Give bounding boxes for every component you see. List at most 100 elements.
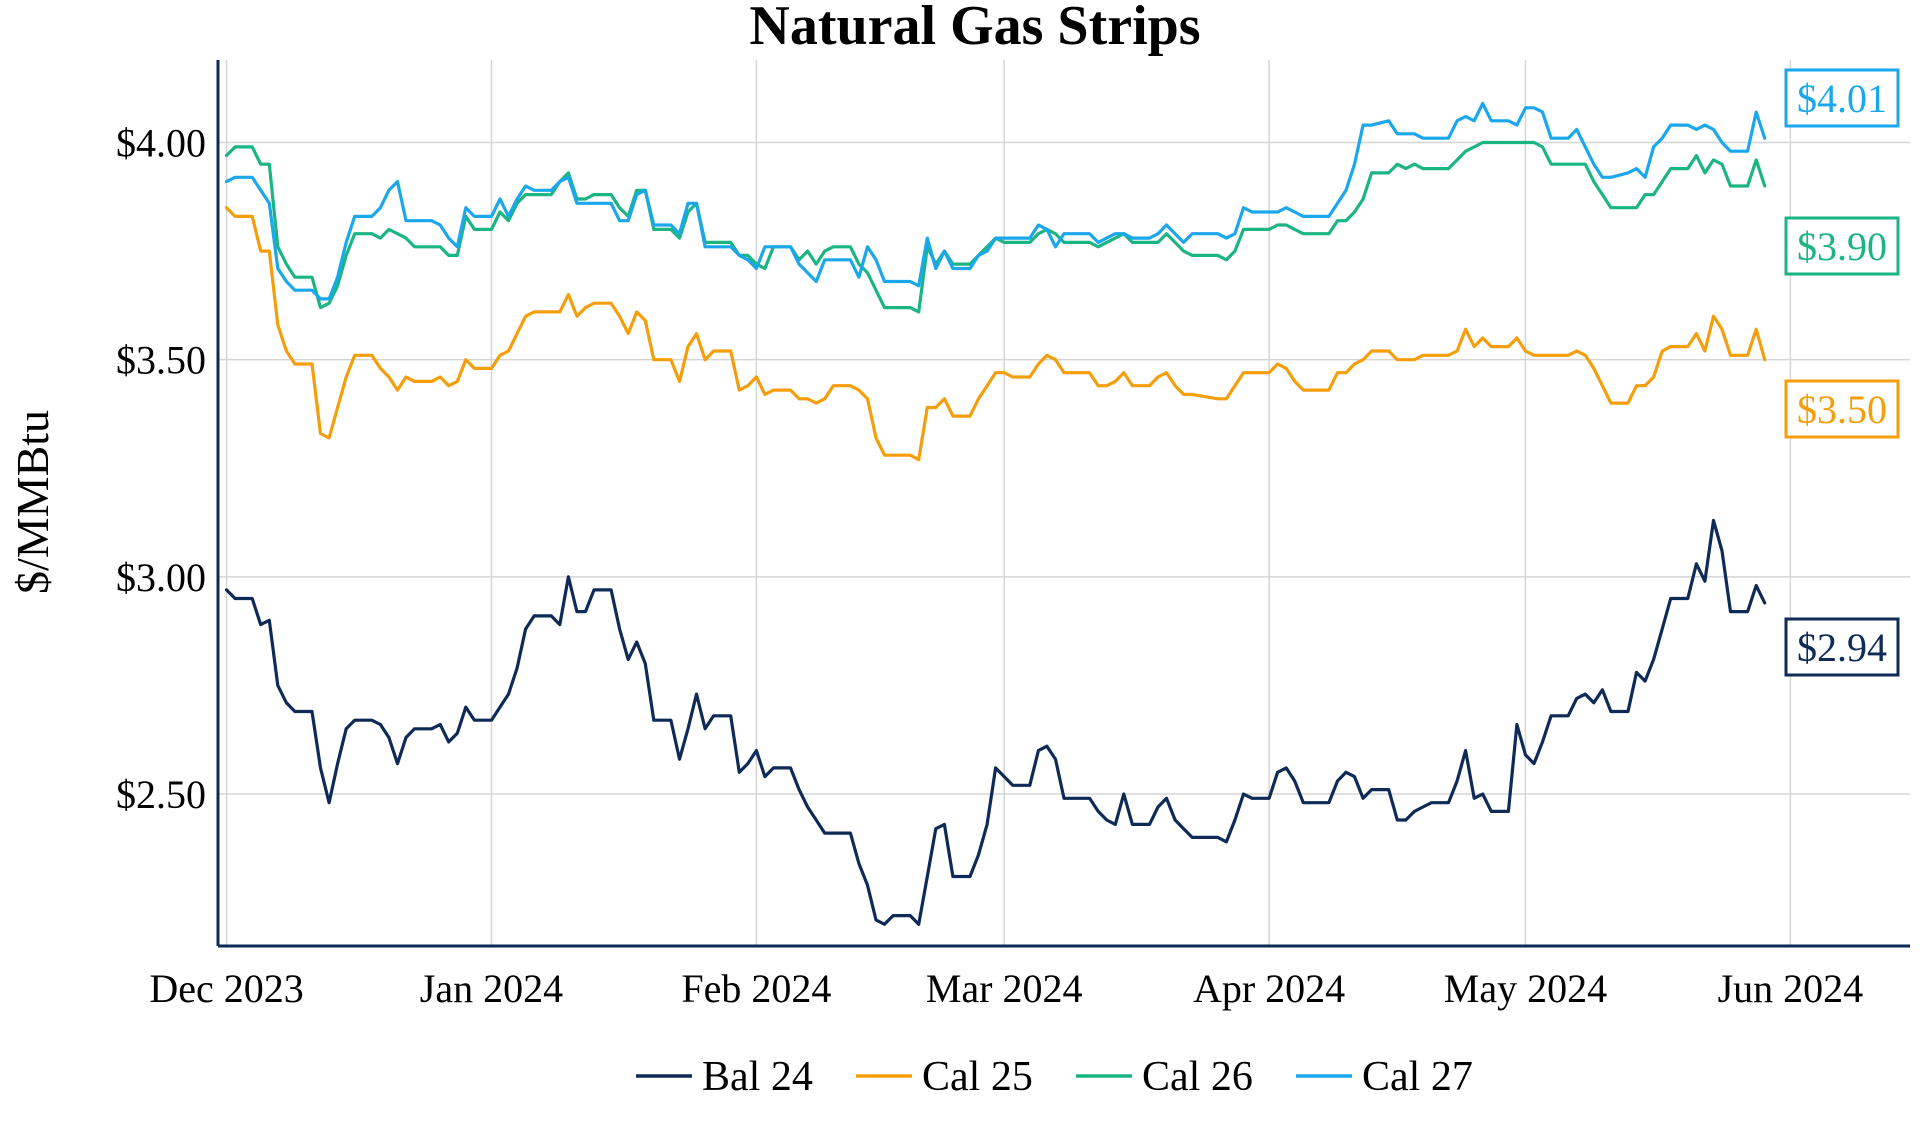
data-point	[1704, 172, 1706, 174]
data-point	[1157, 806, 1159, 808]
data-point	[516, 333, 518, 335]
data-point	[892, 307, 894, 309]
data-point	[1729, 150, 1732, 152]
data-point	[1490, 120, 1492, 122]
data-point	[1089, 797, 1091, 799]
x-tick-label: Dec 2023	[149, 966, 303, 1011]
data-point	[1533, 141, 1535, 144]
data-point	[1704, 124, 1706, 126]
data-point	[1097, 241, 1099, 243]
data-point	[268, 163, 270, 165]
data-point	[1294, 211, 1296, 213]
data-point	[610, 589, 612, 591]
data-point	[849, 385, 852, 387]
series-points-cal-25	[225, 207, 1766, 461]
data-point	[1447, 168, 1450, 170]
data-point	[1336, 780, 1339, 782]
data-point	[328, 302, 330, 304]
data-point	[1285, 207, 1287, 209]
y-tick-label: $2.50	[116, 772, 206, 817]
data-point	[431, 246, 433, 248]
data-point	[1089, 233, 1091, 235]
data-point	[413, 728, 416, 730]
data-point	[499, 198, 501, 200]
data-point	[849, 246, 852, 248]
data-point	[1635, 168, 1638, 170]
data-point	[294, 363, 296, 365]
data-point	[1567, 354, 1569, 356]
data-point	[1217, 233, 1219, 235]
data-point	[550, 311, 552, 313]
end-label-cal-27: $4.01	[1797, 76, 1887, 121]
data-point	[251, 146, 253, 148]
data-point	[1541, 146, 1544, 148]
data-point	[1063, 372, 1065, 374]
data-point	[1268, 228, 1270, 230]
data-point	[251, 215, 253, 217]
data-point	[1217, 836, 1219, 839]
data-point	[413, 380, 416, 382]
data-point	[268, 202, 270, 204]
data-point	[1747, 150, 1749, 152]
data-point	[1764, 359, 1766, 361]
data-point	[636, 194, 638, 196]
data-point	[1653, 194, 1655, 196]
data-point	[448, 237, 450, 239]
data-point	[1490, 810, 1492, 813]
data-point	[1712, 159, 1715, 161]
data-point	[1251, 211, 1253, 213]
data-point	[1524, 141, 1527, 144]
data-point	[234, 215, 236, 217]
data-point	[747, 254, 749, 256]
data-point	[1037, 363, 1039, 365]
data-point	[1610, 176, 1612, 178]
data-point	[431, 728, 433, 730]
data-point	[1661, 350, 1663, 352]
data-point	[695, 202, 698, 204]
data-point	[764, 776, 766, 778]
data-point	[704, 359, 706, 361]
data-point	[918, 459, 920, 461]
data-point	[1362, 797, 1364, 799]
data-point	[345, 376, 347, 378]
data-point	[1610, 710, 1612, 713]
data-point	[1422, 168, 1424, 170]
legend-label-cal-26: Cal 26	[1142, 1054, 1253, 1100]
data-point	[1584, 693, 1586, 695]
series-points-cal-27	[225, 102, 1766, 300]
data-point	[1644, 194, 1646, 196]
data-point	[413, 246, 416, 248]
data-point	[1277, 211, 1279, 213]
x-tick-label: May 2024	[1444, 966, 1607, 1011]
data-point	[1627, 207, 1629, 209]
data-point	[1336, 220, 1339, 222]
data-point	[892, 915, 894, 917]
data-point	[371, 233, 373, 235]
data-point	[593, 194, 595, 196]
data-point	[1302, 802, 1304, 804]
data-point	[379, 237, 381, 239]
data-point	[1148, 823, 1151, 826]
data-point	[1687, 124, 1689, 126]
data-point	[1593, 367, 1595, 369]
data-point	[285, 350, 287, 352]
data-point	[619, 207, 621, 209]
data-point	[1029, 376, 1031, 378]
data-point	[610, 194, 612, 196]
data-point	[593, 589, 595, 591]
data-point	[1687, 597, 1689, 600]
end-label-box-cal-27	[1784, 68, 1900, 128]
data-point	[1371, 124, 1373, 126]
data-point	[285, 702, 287, 704]
data-point	[866, 246, 869, 248]
data-point	[1413, 133, 1415, 135]
data-point	[935, 828, 937, 830]
data-point	[1541, 111, 1544, 113]
data-point	[550, 615, 552, 617]
data-point	[1490, 141, 1492, 144]
data-point	[379, 723, 381, 726]
data-point	[1029, 784, 1031, 786]
data-point	[567, 172, 570, 174]
data-point	[1644, 680, 1646, 682]
data-point	[277, 324, 279, 326]
